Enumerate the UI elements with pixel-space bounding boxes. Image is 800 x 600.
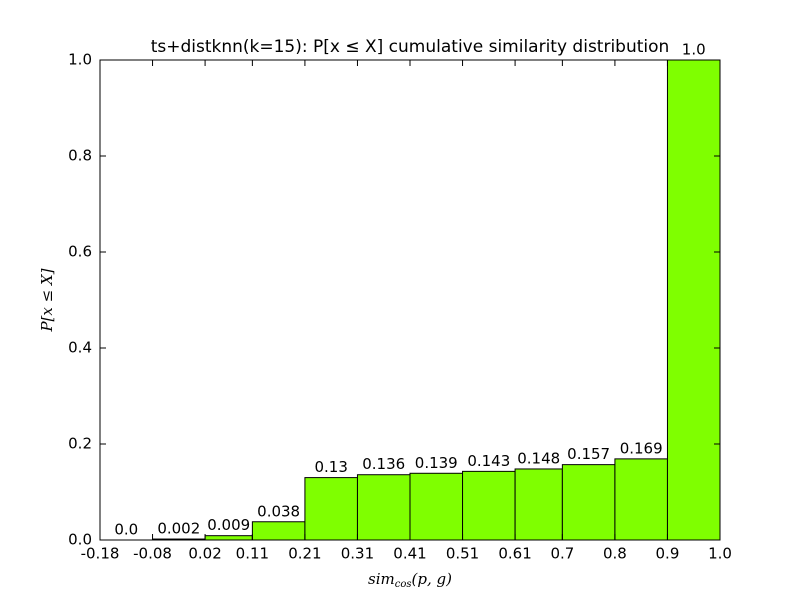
bar [251, 521, 306, 541]
value-label: 0.139 [415, 454, 458, 472]
x-tick-label: 0.31 [341, 545, 374, 563]
bar [409, 472, 464, 541]
y-tick-label: 0.4 [68, 339, 92, 357]
x-tick-label: 0.7 [550, 545, 574, 563]
value-label: 0.038 [257, 502, 300, 520]
y-axis-label: P[x ≤ X] [38, 268, 56, 332]
x-tick-label: 0.11 [236, 545, 269, 563]
value-label: 0.169 [620, 439, 663, 457]
y-tick-label: 0.8 [68, 147, 92, 165]
bar [204, 535, 253, 541]
x-tick-label: 0.61 [498, 545, 531, 563]
chart-title: ts+distknn(k=15): P[x ≤ X] cumulative si… [151, 37, 670, 57]
y-tick-label: 1.0 [68, 51, 92, 69]
bar [356, 474, 411, 541]
value-label: 0.002 [157, 520, 200, 538]
x-label-base: sim [368, 570, 395, 588]
bar [304, 477, 358, 541]
x-tick-label: 0.02 [188, 545, 221, 563]
value-label: 0.009 [207, 516, 250, 534]
value-label: 0.148 [517, 449, 560, 467]
x-label-args: (p, g) [412, 570, 453, 588]
bar [666, 59, 721, 541]
x-tick-label: 1.0 [708, 545, 732, 563]
bar [561, 464, 616, 541]
x-axis-label: simcos(p, g) [368, 570, 452, 590]
x-tick-label: 0.51 [446, 545, 479, 563]
x-tick-label: 0.41 [393, 545, 426, 563]
y-tick-label: 0.0 [68, 531, 92, 549]
value-label: 0.157 [567, 445, 610, 463]
y-tick-label: 0.6 [68, 243, 92, 261]
bar [614, 458, 668, 541]
value-label: 0.13 [314, 458, 347, 476]
y-tick-label: 0.2 [68, 435, 92, 453]
x-label-subscript: cos [395, 579, 412, 590]
value-label: 0.143 [467, 452, 510, 470]
bar [514, 468, 563, 541]
bar [462, 470, 516, 541]
x-tick-label: 0.21 [288, 545, 321, 563]
x-tick-label: -0.08 [133, 545, 172, 563]
value-label: 1.0 [682, 41, 706, 59]
x-tick-label: -0.18 [81, 545, 120, 563]
value-label: 0.136 [362, 455, 405, 473]
x-tick-label: 0.8 [603, 545, 627, 563]
value-label: 0.0 [114, 521, 138, 539]
x-tick-label: 0.9 [656, 545, 680, 563]
